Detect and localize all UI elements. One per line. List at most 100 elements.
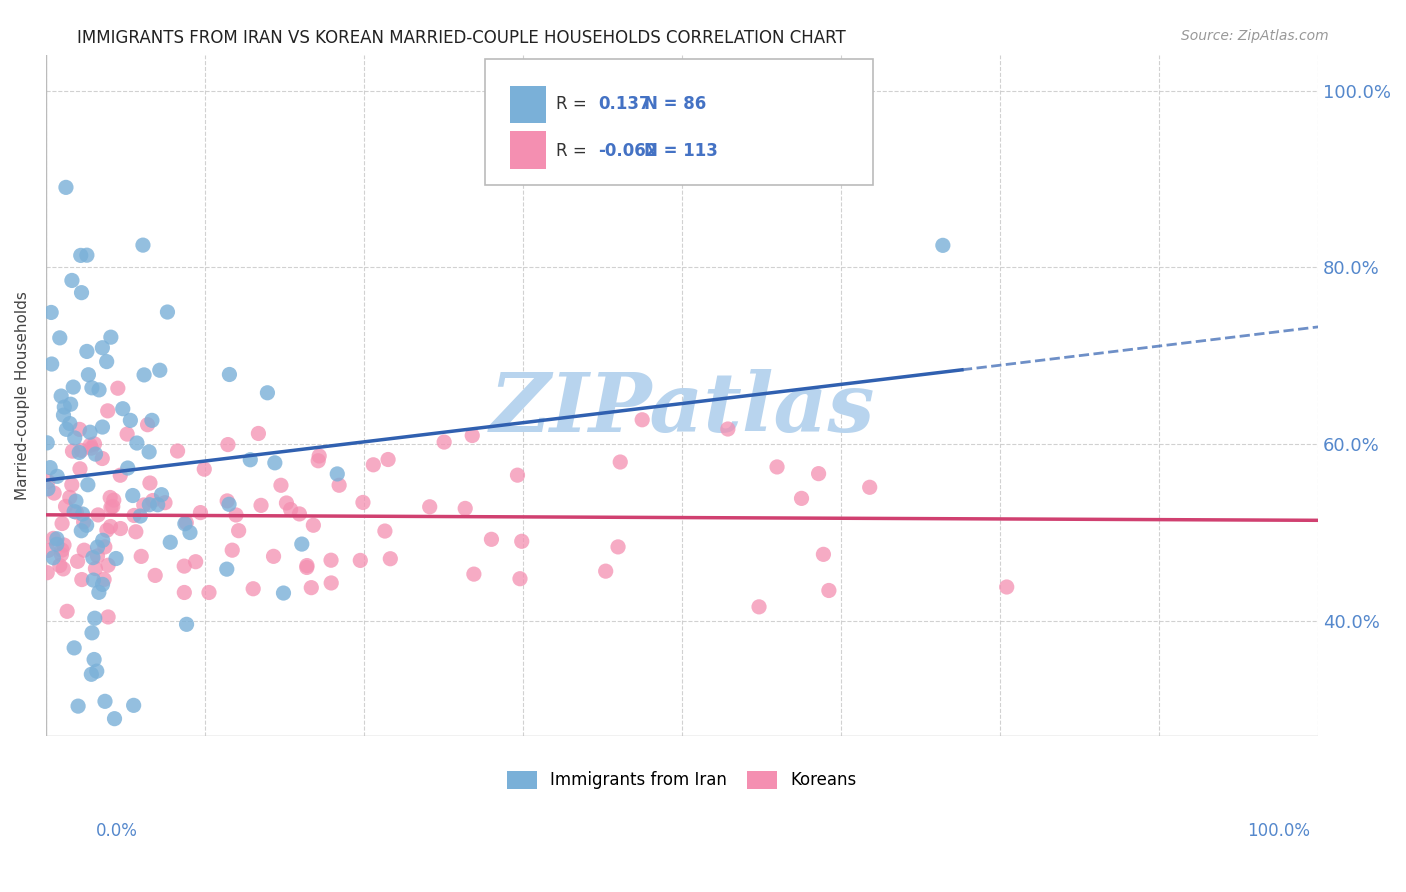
Point	[80, 381, 103, 395]
Point	[55, 500, 77, 514]
Point	[80, 625, 103, 640]
Point	[291, 537, 314, 551]
Point	[115, 427, 138, 442]
Point	[76, 518, 98, 533]
Point	[156, 305, 179, 319]
Point	[280, 502, 302, 516]
Point	[766, 459, 789, 474]
Y-axis label: Married-couple Households: Married-couple Households	[15, 292, 30, 500]
Point	[63, 504, 86, 518]
Point	[121, 489, 143, 503]
Point	[69, 422, 91, 436]
Point	[136, 417, 159, 432]
Point	[59, 417, 82, 431]
Point	[717, 422, 740, 436]
Point	[299, 581, 322, 595]
Point	[228, 524, 250, 538]
Point	[37, 482, 59, 496]
Point	[76, 248, 98, 262]
Point	[91, 451, 114, 466]
Point	[932, 238, 955, 252]
Point	[190, 506, 212, 520]
Point	[790, 491, 813, 506]
Point	[141, 413, 163, 427]
Point	[70, 524, 93, 538]
Point	[60, 273, 83, 287]
Point	[83, 611, 105, 625]
Point	[69, 248, 91, 262]
Point	[363, 458, 385, 472]
Point	[72, 507, 94, 521]
Point	[67, 445, 90, 459]
Point	[129, 549, 152, 564]
Point	[49, 331, 72, 345]
Point	[96, 523, 118, 537]
Point	[82, 550, 104, 565]
Point	[79, 438, 101, 452]
Point	[94, 694, 117, 708]
Point	[374, 524, 396, 538]
Point	[159, 535, 181, 549]
Point	[263, 549, 285, 564]
Point	[76, 477, 98, 491]
Point	[86, 664, 108, 678]
Point	[110, 468, 132, 483]
Point	[146, 498, 169, 512]
Point	[184, 555, 207, 569]
Point	[122, 698, 145, 713]
Point	[53, 400, 76, 414]
Point	[91, 341, 114, 355]
Point	[91, 577, 114, 591]
Point	[276, 496, 298, 510]
Point	[73, 515, 96, 529]
Point	[506, 468, 529, 483]
Point	[107, 381, 129, 395]
Point	[63, 640, 86, 655]
Point	[818, 583, 841, 598]
Point	[96, 354, 118, 368]
Point	[377, 452, 399, 467]
Text: Source: ZipAtlas.com: Source: ZipAtlas.com	[1181, 29, 1329, 43]
Point	[110, 522, 132, 536]
Point	[132, 238, 155, 252]
Point	[454, 501, 477, 516]
Point	[82, 573, 104, 587]
Point	[510, 534, 533, 549]
Point	[270, 478, 292, 492]
Point	[105, 551, 128, 566]
Point	[80, 667, 103, 681]
Point	[51, 543, 73, 558]
Point	[139, 476, 162, 491]
Point	[326, 467, 349, 481]
Point	[463, 567, 485, 582]
Text: 0.0%: 0.0%	[96, 822, 138, 840]
Point	[174, 516, 197, 530]
Point	[37, 566, 59, 580]
Point	[51, 548, 73, 562]
Point	[86, 540, 108, 554]
Point	[70, 285, 93, 300]
Point	[509, 572, 531, 586]
Point	[83, 437, 105, 451]
Point	[176, 617, 198, 632]
Point	[55, 180, 77, 194]
Point	[433, 435, 456, 450]
Point	[813, 547, 835, 561]
Point	[295, 558, 318, 573]
Point	[807, 467, 830, 481]
Point	[66, 554, 89, 568]
Point	[225, 508, 247, 522]
Point	[87, 383, 110, 397]
Point	[62, 380, 84, 394]
Point	[149, 363, 172, 377]
Point	[419, 500, 441, 514]
Point	[84, 561, 107, 575]
Point	[173, 559, 195, 574]
Point	[91, 420, 114, 434]
Point	[242, 582, 264, 596]
Point	[319, 553, 342, 567]
Point	[217, 437, 239, 451]
Point	[76, 344, 98, 359]
Point	[49, 558, 72, 573]
Point	[77, 368, 100, 382]
